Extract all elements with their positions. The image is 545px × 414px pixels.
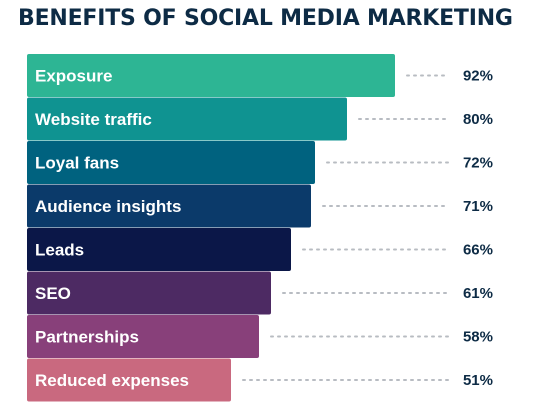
- bar-seo: [27, 271, 271, 315]
- bar-reduced-expenses: [27, 358, 231, 402]
- bar-partnerships: [27, 315, 259, 358]
- bar-audience-insights: [27, 184, 311, 228]
- bar-exposure: [27, 54, 395, 97]
- value-label-audience-insights: 71%: [463, 198, 493, 215]
- bar-group-seo: SEO 61%: [27, 271, 493, 315]
- bar-label-exposure: Exposure: [35, 67, 112, 86]
- bar-group-exposure: Exposure 92%: [27, 54, 493, 97]
- value-label-partnerships: 58%: [463, 329, 493, 346]
- bar-label-partnerships: Partnerships: [35, 328, 139, 347]
- bar-group-loyal-fans: Loyal fans 72%: [27, 141, 493, 184]
- chart-title: BENEFITS OF SOCIAL MEDIA MARKETING: [18, 6, 513, 31]
- value-label-exposure: 92%: [463, 68, 493, 85]
- bar-group-website-traffic: Website traffic 80%: [27, 97, 493, 141]
- value-label-reduced-expenses: 51%: [463, 372, 493, 389]
- bar-label-audience-insights: Audience insights: [35, 197, 181, 216]
- bar-label-website-traffic: Website traffic: [35, 110, 152, 129]
- bar-website-traffic: [27, 97, 347, 141]
- bar-leads: [27, 228, 291, 271]
- value-label-seo: 61%: [463, 285, 493, 302]
- bar-group-reduced-expenses: Reduced expenses 51%: [27, 358, 493, 402]
- bar-label-leads: Leads: [35, 241, 84, 260]
- bar-group-partnerships: Partnerships 58%: [27, 315, 493, 358]
- value-label-website-traffic: 80%: [463, 111, 493, 128]
- value-label-loyal-fans: 72%: [463, 155, 493, 172]
- bar-label-seo: SEO: [35, 284, 71, 303]
- value-label-leads: 66%: [463, 242, 493, 259]
- bar-label-reduced-expenses: Reduced expenses: [35, 371, 189, 390]
- bar-loyal-fans: [27, 141, 315, 184]
- bar-group-audience-insights: Audience insights 71%: [27, 184, 493, 228]
- bar-label-loyal-fans: Loyal fans: [35, 154, 119, 173]
- bar-group-leads: Leads 66%: [27, 228, 493, 271]
